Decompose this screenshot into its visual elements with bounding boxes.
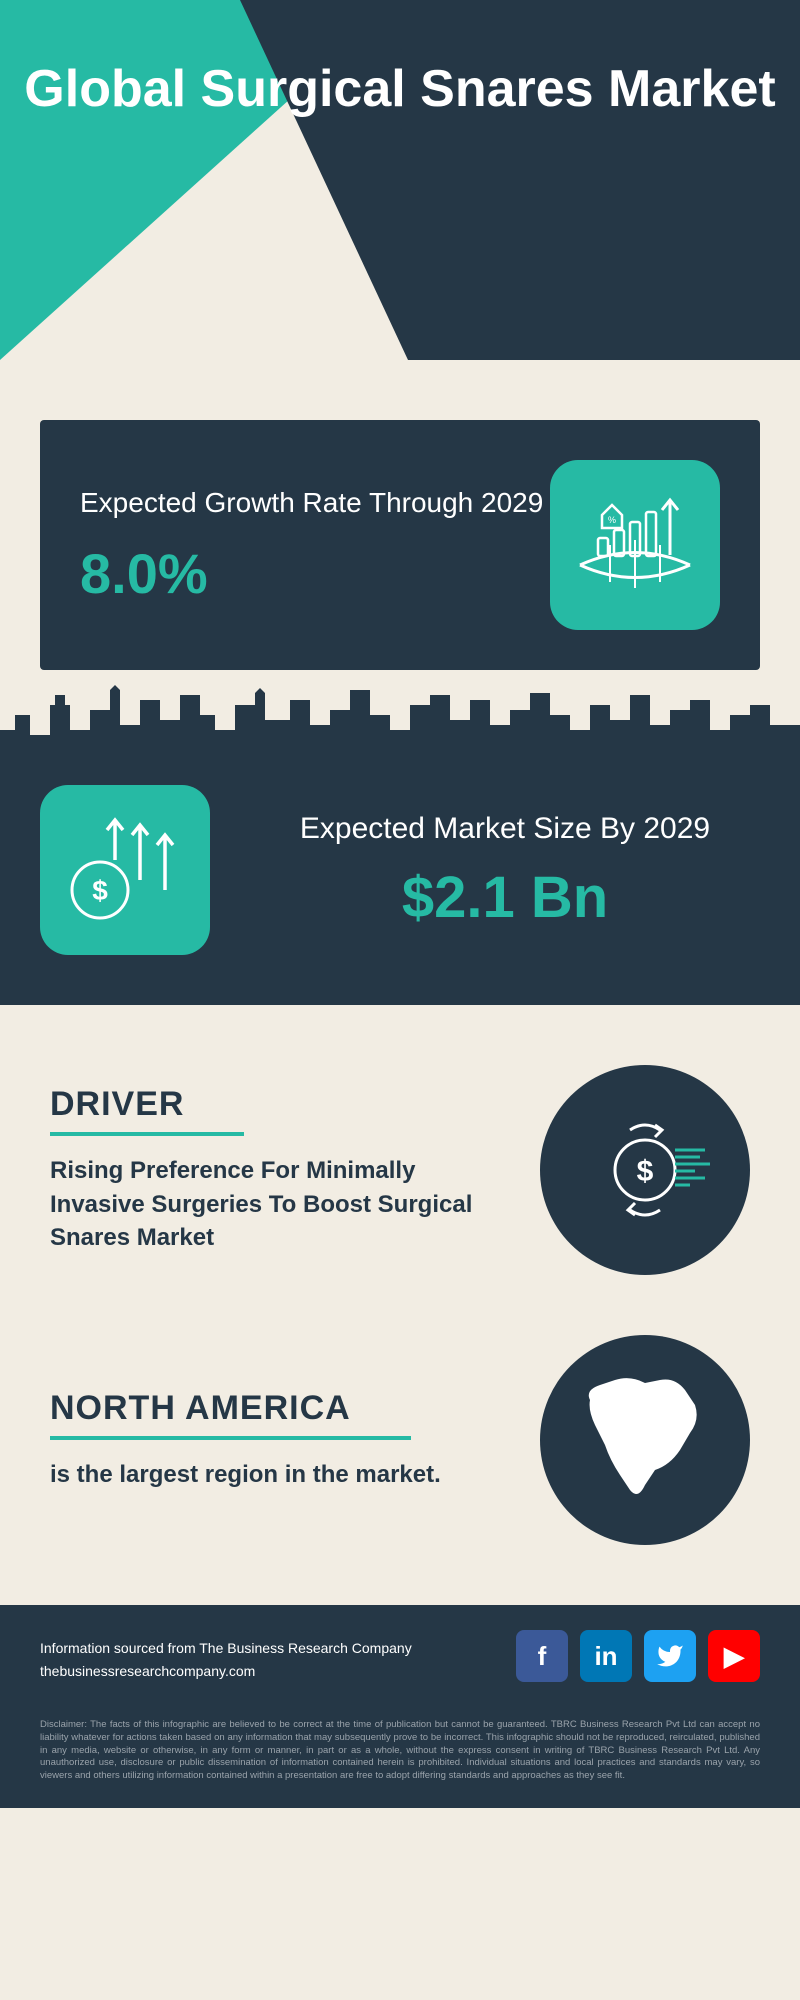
- footer-url: thebusinessresearchcompany.com: [40, 1660, 412, 1682]
- header-banner: Global Surgical Snares Market: [0, 0, 800, 360]
- dollar-cycle-icon: $: [540, 1065, 750, 1275]
- svg-text:%: %: [608, 515, 616, 525]
- region-heading: NORTH AMERICA: [50, 1389, 411, 1440]
- growth-chart-icon: %: [550, 460, 720, 630]
- growth-label: Expected Growth Rate Through 2029: [80, 484, 543, 522]
- twitter-icon[interactable]: [644, 1630, 696, 1682]
- svg-text:$: $: [92, 875, 108, 906]
- growth-value: 8.0%: [80, 541, 543, 606]
- market-size-section: $ Expected Market Size By 2029 $2.1 Bn: [0, 750, 800, 1005]
- youtube-icon[interactable]: ▶: [708, 1630, 760, 1682]
- page-title: Global Surgical Snares Market: [0, 60, 800, 120]
- region-body: is the largest region in the market.: [50, 1458, 510, 1492]
- skyline-icon: [0, 685, 800, 750]
- market-size-value: $2.1 Bn: [250, 864, 760, 931]
- growth-rate-section: Expected Growth Rate Through 2029 8.0% %: [40, 420, 760, 670]
- market-size-label: Expected Market Size By 2029: [250, 809, 760, 850]
- driver-body: Rising Preference For Minimally Invasive…: [50, 1154, 510, 1255]
- svg-text:$: $: [637, 1155, 654, 1188]
- region-section: NORTH AMERICA is the largest region in t…: [0, 1305, 800, 1605]
- driver-section: DRIVER Rising Preference For Minimally I…: [0, 1005, 800, 1305]
- linkedin-icon[interactable]: in: [580, 1630, 632, 1682]
- footer: Information sourced from The Business Re…: [0, 1605, 800, 1707]
- driver-heading: DRIVER: [50, 1085, 244, 1136]
- dollar-arrows-icon: $: [40, 785, 210, 955]
- social-links: f in ▶: [516, 1630, 760, 1682]
- disclaimer-text: Disclaimer: The facts of this infographi…: [0, 1707, 800, 1808]
- facebook-icon[interactable]: f: [516, 1630, 568, 1682]
- footer-source: Information sourced from The Business Re…: [40, 1637, 412, 1659]
- north-america-map-icon: [540, 1335, 750, 1545]
